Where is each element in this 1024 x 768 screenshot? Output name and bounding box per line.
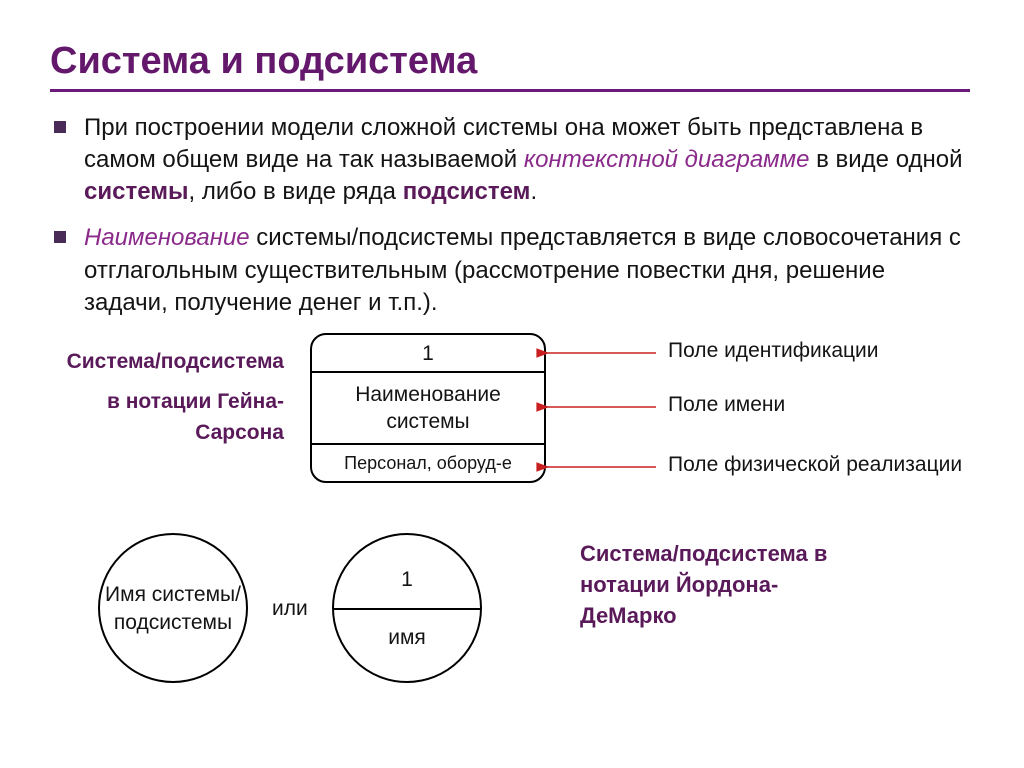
yourdon-circle-split: 1 имя: [332, 533, 482, 683]
title-underline: [50, 89, 970, 92]
annotation-name: Поле имени: [668, 393, 785, 417]
yourdon-label: Система/подсистема в нотации Йордона- Де…: [580, 539, 940, 631]
bullet-square-icon: [54, 121, 66, 133]
annotation-arrows: [50, 333, 750, 493]
annotation-id: Поле идентификации: [668, 339, 879, 363]
page-title: Система и подсистема: [50, 40, 974, 83]
yourdon-circle-single: Имя системы/подсистемы: [98, 533, 248, 683]
diagram-area: Система/подсистема в нотации Гейна- Сарс…: [50, 333, 974, 663]
or-label: или: [272, 597, 308, 621]
bullet-item: Наименование системы/подсистемы представ…: [50, 222, 974, 318]
annotation-physical: Поле физической реализации: [668, 453, 962, 477]
bullet-item: При построении модели сложной системы он…: [50, 112, 974, 208]
bullet-square-icon: [54, 231, 66, 243]
bullet-text: Наименование системы/подсистемы представ…: [84, 222, 974, 318]
bullet-text: При построении модели сложной системы он…: [84, 112, 974, 208]
